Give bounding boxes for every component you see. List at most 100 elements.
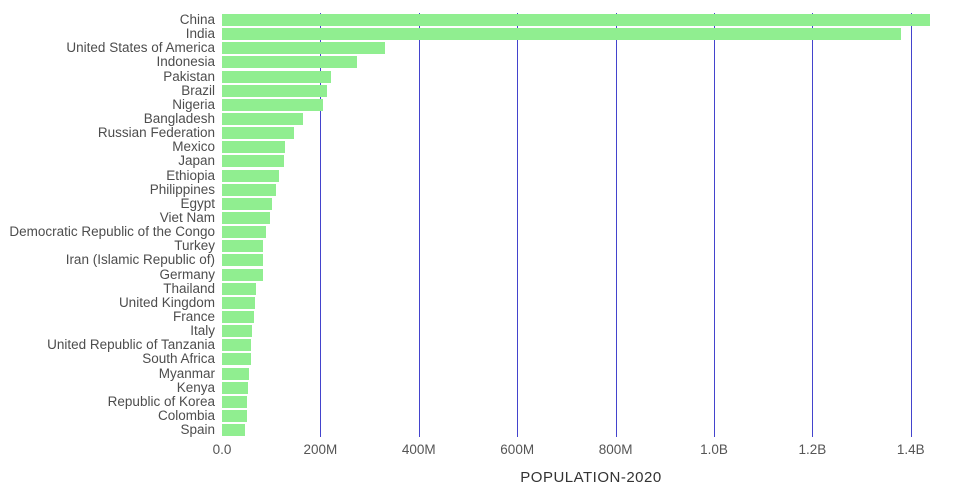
population-bar	[222, 381, 249, 394]
population-bar	[222, 282, 257, 295]
bar-row	[222, 282, 960, 296]
country-label: Italy	[190, 324, 215, 339]
bar-row	[222, 352, 960, 366]
country-label: India	[185, 27, 215, 42]
country-label: United Kingdom	[118, 295, 215, 310]
population-bar	[222, 268, 264, 281]
bar-row	[222, 41, 960, 55]
population-bar	[222, 14, 931, 27]
country-label: China	[179, 13, 215, 28]
country-label: Myanmar	[158, 366, 215, 381]
x-tick-label: 200M	[303, 442, 338, 457]
gridline	[320, 13, 322, 437]
population-bar	[222, 84, 327, 97]
country-label: Democratic Republic of the Congo	[9, 225, 215, 240]
country-label: Kenya	[176, 380, 215, 395]
bar-row	[222, 268, 960, 282]
x-tick-label: 1.2B	[798, 442, 827, 457]
population-bar	[222, 367, 249, 380]
bar-row	[222, 70, 960, 84]
bar-row	[222, 253, 960, 267]
population-bar	[222, 395, 248, 408]
x-axis-title: POPULATION-2020	[520, 469, 662, 486]
gridline	[910, 13, 912, 437]
bar-row	[222, 395, 960, 409]
bar-row	[222, 409, 960, 423]
country-label: Japan	[178, 154, 215, 169]
population-bar	[222, 56, 357, 69]
population-bar	[222, 197, 273, 210]
y-axis-labels: China India United States of America Indone…	[0, 13, 222, 437]
bar-row	[222, 310, 960, 324]
population-bar	[222, 339, 252, 352]
population-bar	[222, 127, 294, 140]
population-bar	[222, 240, 264, 253]
population-bar	[222, 141, 286, 154]
country-label: Bangladesh	[143, 111, 215, 127]
country-label: Indonesia	[156, 55, 215, 70]
country-label: Russian Federation	[97, 126, 215, 141]
bar-row	[222, 338, 960, 352]
x-tick-label: 600M	[500, 442, 535, 457]
bar-row	[222, 154, 960, 168]
country-label: Iran (Islamic Republic of)	[65, 253, 215, 268]
population-bar	[222, 254, 264, 267]
bar-row	[222, 324, 960, 338]
gridline	[812, 13, 814, 437]
x-tick-label: 0.0	[212, 442, 232, 457]
gridline	[714, 13, 715, 437]
population-bar	[222, 42, 385, 55]
country-label: United Republic of Tanzania	[47, 338, 215, 353]
population-bar	[222, 113, 304, 126]
gridline	[517, 13, 519, 437]
bar-row	[222, 367, 960, 381]
bar-row	[222, 27, 960, 41]
x-tick-label: 800M	[598, 442, 633, 457]
country-label: Egypt	[180, 196, 215, 211]
country-label: Brazil	[181, 83, 215, 98]
population-bar	[222, 155, 285, 168]
population-bar	[222, 311, 255, 324]
bar-row	[222, 126, 960, 140]
population-bar	[222, 212, 270, 225]
population-bar	[222, 226, 267, 239]
country-label: Ethiopia	[166, 168, 215, 183]
country-label: Mexico	[172, 140, 215, 155]
bar-row	[222, 140, 960, 154]
population-bar	[222, 424, 245, 437]
bar-row	[222, 239, 960, 253]
x-tick-label: 1.4B	[896, 442, 925, 457]
gridline	[615, 13, 617, 437]
population-bar	[222, 70, 331, 83]
country-label: France	[172, 309, 215, 325]
bar-row	[222, 197, 960, 211]
bar-rows	[222, 13, 960, 437]
country-label: Thailand	[163, 281, 215, 296]
gridline	[418, 13, 420, 437]
bar-row	[222, 84, 960, 98]
x-axis-ticks: 0.0 200M 400M 600M 800M 1.0B 1.2B 1.4B	[213, 442, 960, 458]
country-label: Colombia	[157, 408, 215, 423]
country-label: Nigeria	[172, 97, 215, 112]
bar-row	[222, 296, 960, 310]
population-bar	[222, 325, 252, 338]
bar-row	[222, 98, 960, 112]
country-label: Philippines	[149, 182, 215, 197]
bar-row	[222, 423, 960, 437]
plot-area	[222, 13, 960, 437]
bar-row	[222, 55, 960, 69]
bar-row	[222, 112, 960, 126]
population-bar	[222, 353, 252, 366]
bar-row	[222, 211, 960, 225]
bar-row	[222, 381, 960, 395]
bar-row	[222, 169, 960, 183]
country-label: South Africa	[142, 352, 215, 367]
population-bar	[222, 98, 324, 111]
population-bar	[222, 410, 248, 422]
population-bar	[222, 28, 901, 41]
country-label: Spain	[180, 423, 215, 438]
population-bar	[222, 183, 276, 196]
bar-row	[222, 183, 960, 197]
country-label: Pakistan	[163, 69, 215, 84]
